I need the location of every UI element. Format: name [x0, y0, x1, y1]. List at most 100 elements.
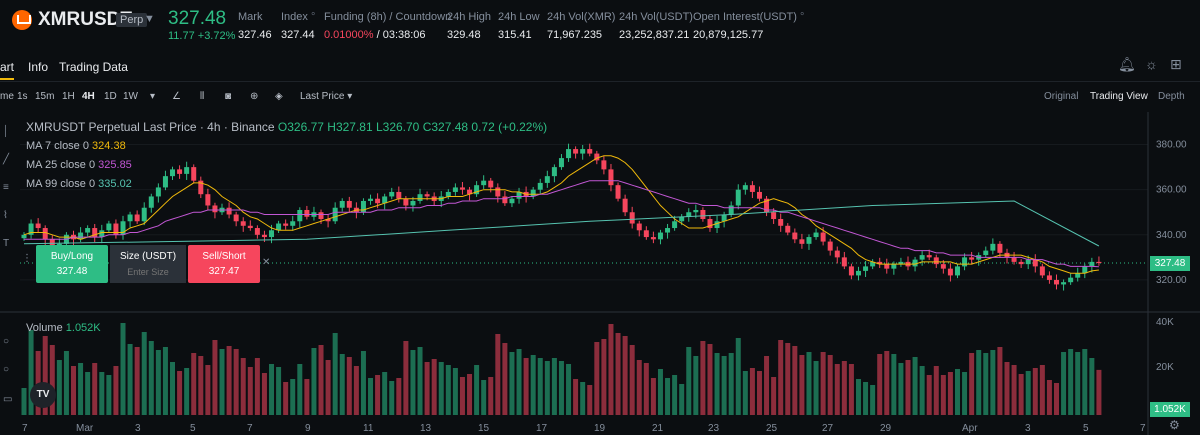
sell-short-button[interactable]: Sell/Short 327.47 [188, 245, 260, 283]
candle-body [771, 212, 777, 220]
dropdown-triangle-icon[interactable]: ▼ [144, 13, 155, 25]
volume-bar [410, 350, 416, 415]
volume-bar [170, 362, 176, 415]
date-axis-label: 5 [1083, 423, 1089, 434]
volume-bar [905, 360, 911, 415]
tab-chart[interactable]: art [0, 60, 15, 74]
legend-volume: Volume 1.052K [26, 322, 101, 334]
candle-body [375, 198, 381, 204]
lock-icon[interactable]: ○ [3, 364, 10, 375]
volume-bar [177, 371, 183, 415]
candle-body [85, 228, 91, 233]
volume-bar [679, 384, 685, 415]
candle-body [332, 207, 338, 222]
price-chart[interactable]: 380.00 360.00 340.00 320.00 40K 20K 7 Mar 3 5 7 9 11… [0, 112, 1200, 435]
view-depth[interactable]: Depth [1158, 91, 1185, 102]
trend-line-icon[interactable]: ╱ [3, 154, 10, 165]
candle-body [587, 149, 593, 154]
view-trading-view[interactable]: Trading View [1090, 91, 1148, 102]
interval-dropdown-icon[interactable]: ▾ [150, 91, 156, 102]
volume-bar [396, 378, 402, 415]
candle-body [983, 250, 989, 256]
volume-bar [594, 342, 600, 415]
brush-icon[interactable]: ⌇ [3, 210, 8, 221]
magnet-icon[interactable]: ○ [3, 336, 10, 347]
candle-body [721, 214, 727, 222]
ticker-header: XMRUSDT Perp ▼ 327.48 11.77 +3.72% Mark … [0, 0, 1200, 52]
cursor-icon[interactable]: │ [3, 126, 10, 137]
interval-15m[interactable]: 15m [35, 91, 55, 102]
volume-bar [28, 330, 34, 415]
settings-gear-icon[interactable]: ⚙ [1169, 418, 1180, 432]
view-original[interactable]: Original [1044, 91, 1079, 102]
interval-time[interactable]: me [0, 91, 14, 102]
stat-24h-low: 24h Low 315.41 [498, 11, 540, 41]
stat-24h-vol-xmr: 24h Vol(XMR) 71,967.235 [547, 11, 616, 41]
interval-1h[interactable]: 1H [62, 91, 75, 102]
price-type-select[interactable]: Last Price ▾ [300, 91, 353, 102]
volume-bar [749, 368, 755, 415]
volume-bar [785, 343, 791, 415]
fib-icon[interactable]: ≡ [3, 182, 9, 193]
drawing-tools-strip: │ ╱ ≡ ⌇ T ○ ○ ▭ [0, 112, 18, 435]
volume-bar [297, 364, 303, 415]
volume-bar [700, 341, 706, 415]
volume-bar [283, 382, 289, 415]
last-price: 327.48 [168, 8, 227, 29]
date-axis-label: 11 [363, 423, 374, 434]
interval-1s[interactable]: 1s [17, 91, 28, 102]
candle-body [325, 219, 331, 222]
volume-bar [650, 378, 656, 415]
volume-bar [113, 366, 119, 415]
volume-bar [792, 346, 798, 415]
size-field[interactable]: Size (USDT) [110, 245, 186, 283]
candle-body [728, 205, 734, 215]
candle-body [1089, 261, 1095, 267]
volume-bar [756, 371, 762, 415]
close-icon[interactable]: ✕ [262, 257, 271, 268]
text-tool-icon[interactable]: T [3, 238, 10, 249]
interval-4h[interactable]: 4H [82, 91, 95, 102]
buy-long-button[interactable]: Buy/Long 327.48 [36, 245, 108, 283]
date-axis-label: 13 [420, 423, 432, 434]
volume-bar [141, 332, 147, 415]
volume-bar [311, 348, 317, 415]
add-indicator-icon[interactable]: ⊕ [250, 91, 259, 102]
candle-body [78, 232, 84, 240]
volume-bar [771, 377, 777, 415]
symbol-selector[interactable]: XMRUSDT [38, 9, 132, 30]
volume-bar [728, 353, 734, 415]
volume-bar [42, 336, 48, 415]
bell-icon[interactable]: 🔔︎ [1118, 56, 1136, 72]
volume-bar [820, 352, 826, 415]
drag-handle-icon[interactable]: ⋮ [22, 253, 32, 264]
size-input[interactable] [113, 267, 183, 277]
brightness-icon[interactable]: ☼ [1145, 56, 1158, 72]
volume-bar [290, 379, 296, 415]
volume-bar [219, 349, 225, 415]
camera-icon[interactable]: ◙ [225, 91, 232, 102]
chart-canvas[interactable]: 380.00 360.00 340.00 320.00 40K 20K 7 Mar 3 5 7 9 11… [0, 112, 1200, 435]
trash-icon[interactable]: ▭ [3, 394, 13, 405]
tab-info[interactable]: Info [28, 60, 49, 74]
candle-body [1039, 266, 1045, 276]
volume-bar [445, 365, 451, 415]
volume-bar [106, 375, 112, 415]
volume-bar [983, 353, 989, 415]
volume-bar [962, 372, 968, 415]
candle-body [898, 261, 904, 265]
interval-1d[interactable]: 1D [104, 91, 117, 102]
candles-icon[interactable]: ⫴ [200, 91, 205, 102]
crosshair-icon[interactable]: ◈ [275, 91, 283, 102]
interval-1w[interactable]: 1W [123, 91, 138, 102]
volume-bar [495, 334, 501, 415]
candle-body [848, 266, 854, 276]
volume-bar [134, 347, 140, 415]
volume-bar [1046, 380, 1052, 415]
grid-layout-icon[interactable]: ⊞ [1170, 56, 1182, 72]
line-chart-icon[interactable]: ∠ [172, 91, 181, 102]
tab-trading-data[interactable]: Trading Data [59, 60, 128, 74]
candle-body [891, 264, 897, 269]
candle-body [134, 214, 140, 222]
volume-bar [127, 344, 133, 415]
